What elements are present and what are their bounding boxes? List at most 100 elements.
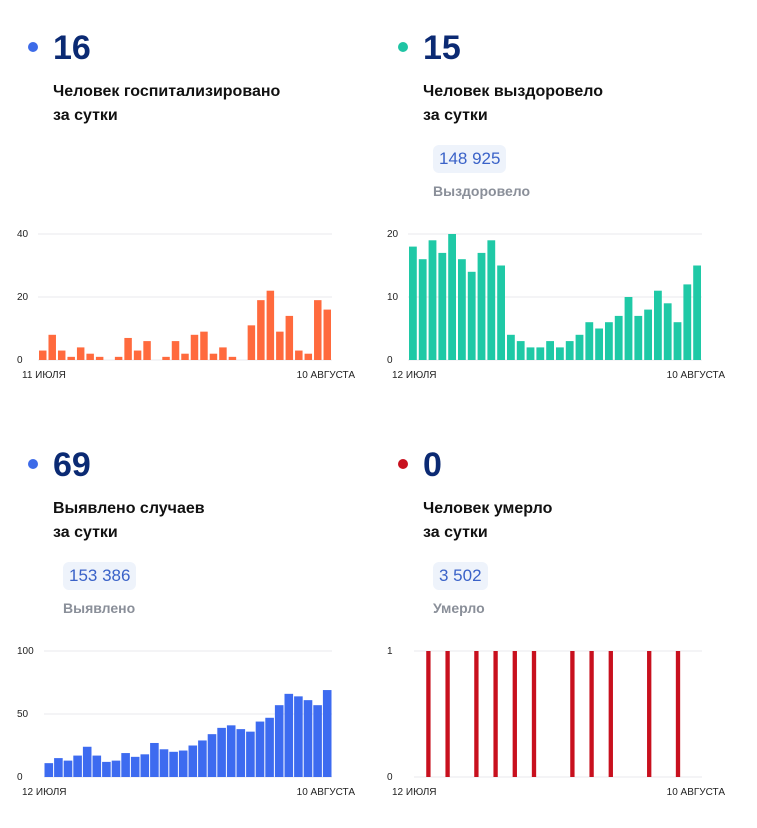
- bar: [614, 315, 623, 360]
- y-tick-label: 100: [17, 646, 34, 657]
- bar: [595, 328, 603, 360]
- bar: [114, 356, 123, 360]
- bar: [76, 347, 85, 360]
- description-line-1: Человек госпитализировано: [53, 83, 281, 100]
- bar: [294, 696, 303, 777]
- legend-dot: [28, 459, 38, 469]
- bar: [426, 651, 431, 777]
- bar: [409, 246, 417, 360]
- description: Человек умерло за сутки: [423, 497, 723, 545]
- bar: [295, 350, 303, 360]
- total-label: Выздоровело: [433, 183, 531, 199]
- bar: [673, 322, 682, 360]
- bar: [546, 341, 554, 360]
- bar: [565, 341, 574, 360]
- bar: [675, 651, 681, 777]
- bar: [556, 347, 564, 360]
- x-end-label: 10 АВГУСТА: [667, 787, 726, 798]
- daily-count: 0: [423, 446, 442, 484]
- bar: [265, 717, 274, 777]
- bar: [428, 240, 437, 360]
- panel-recovered: 15 Человек выздоровело за сутки 148 925 …: [370, 0, 748, 411]
- bar: [236, 729, 246, 777]
- bar: [570, 651, 575, 777]
- total-badge: 153 386: [63, 562, 137, 590]
- y-tick-label: 50: [17, 709, 29, 720]
- description: Человек госпитализировано за сутки: [53, 80, 353, 128]
- bar: [102, 761, 111, 777]
- bar: [303, 700, 313, 777]
- bar: [246, 731, 255, 777]
- bar: [92, 755, 102, 777]
- bar: [663, 303, 672, 360]
- bar: [683, 284, 692, 360]
- bar: [54, 758, 63, 777]
- bar: [190, 334, 199, 360]
- bar: [198, 740, 207, 777]
- bar: [247, 325, 256, 360]
- bar: [448, 234, 456, 360]
- description-line-1: Человек выздоровело: [423, 83, 604, 100]
- bar: [634, 315, 643, 360]
- bar: [48, 334, 56, 360]
- bar: [228, 356, 237, 360]
- bar: [477, 252, 486, 360]
- y-tick-label: 10: [387, 292, 399, 303]
- bar: [159, 749, 169, 777]
- bar: [438, 252, 447, 360]
- x-start-label: 12 ИЮЛЯ: [392, 370, 437, 381]
- legend-dot: [28, 42, 38, 52]
- bar: [207, 734, 217, 777]
- bar: [585, 322, 594, 360]
- bar: [226, 725, 236, 777]
- bar: [57, 350, 66, 360]
- bar: [605, 322, 613, 360]
- bar: [323, 309, 331, 360]
- bar: [188, 745, 198, 777]
- bar: [121, 753, 130, 777]
- panel-hospitalized: 16 Человек госпитализировано за сутки 0 2…: [0, 0, 378, 411]
- y-tick-label: 1: [387, 646, 393, 657]
- bar: [39, 350, 47, 360]
- panel-cases: 69 Выявлено случаев за сутки 153 386 Выя…: [0, 417, 378, 828]
- bar: [624, 297, 633, 360]
- x-start-label: 12 ИЮЛЯ: [22, 787, 67, 798]
- description-line-1: Человек умерло: [423, 500, 553, 517]
- bar: [458, 259, 466, 360]
- bar: [467, 271, 476, 360]
- bar: [589, 651, 594, 777]
- x-start-label: 12 ИЮЛЯ: [392, 787, 437, 798]
- bar: [474, 651, 479, 777]
- bar: [654, 290, 662, 360]
- bar: [217, 727, 226, 777]
- bar: [219, 347, 227, 360]
- bar: [644, 309, 652, 360]
- y-tick-label: 40: [17, 229, 29, 240]
- bar: [487, 240, 496, 360]
- bar: [169, 751, 178, 777]
- y-tick-label: 20: [387, 229, 399, 240]
- bar: [266, 290, 275, 360]
- bar: [418, 259, 427, 360]
- total-badge: 3 502: [433, 562, 488, 590]
- y-tick-label: 0: [17, 772, 23, 783]
- bar: [133, 350, 142, 360]
- bar: [445, 651, 450, 777]
- bar: [284, 693, 294, 777]
- description: Выявлено случаев за сутки: [53, 497, 353, 545]
- bar: [314, 300, 322, 360]
- bar: [512, 651, 517, 777]
- y-tick-label: 20: [17, 292, 29, 303]
- bar: [67, 356, 75, 360]
- x-end-label: 10 АВГУСТА: [667, 370, 726, 381]
- y-tick-label: 0: [387, 355, 393, 366]
- description-line-2: за сутки: [423, 524, 488, 541]
- bar: [526, 347, 535, 360]
- bar: [531, 651, 537, 777]
- bar: [143, 341, 151, 360]
- bar: [255, 721, 265, 777]
- panel-deaths: 0 Человек умерло за сутки 3 502 Умерло 0…: [370, 417, 748, 828]
- bar: [140, 754, 150, 777]
- x-start-label: 11 ИЮЛЯ: [22, 370, 66, 381]
- description-line-2: за сутки: [53, 524, 118, 541]
